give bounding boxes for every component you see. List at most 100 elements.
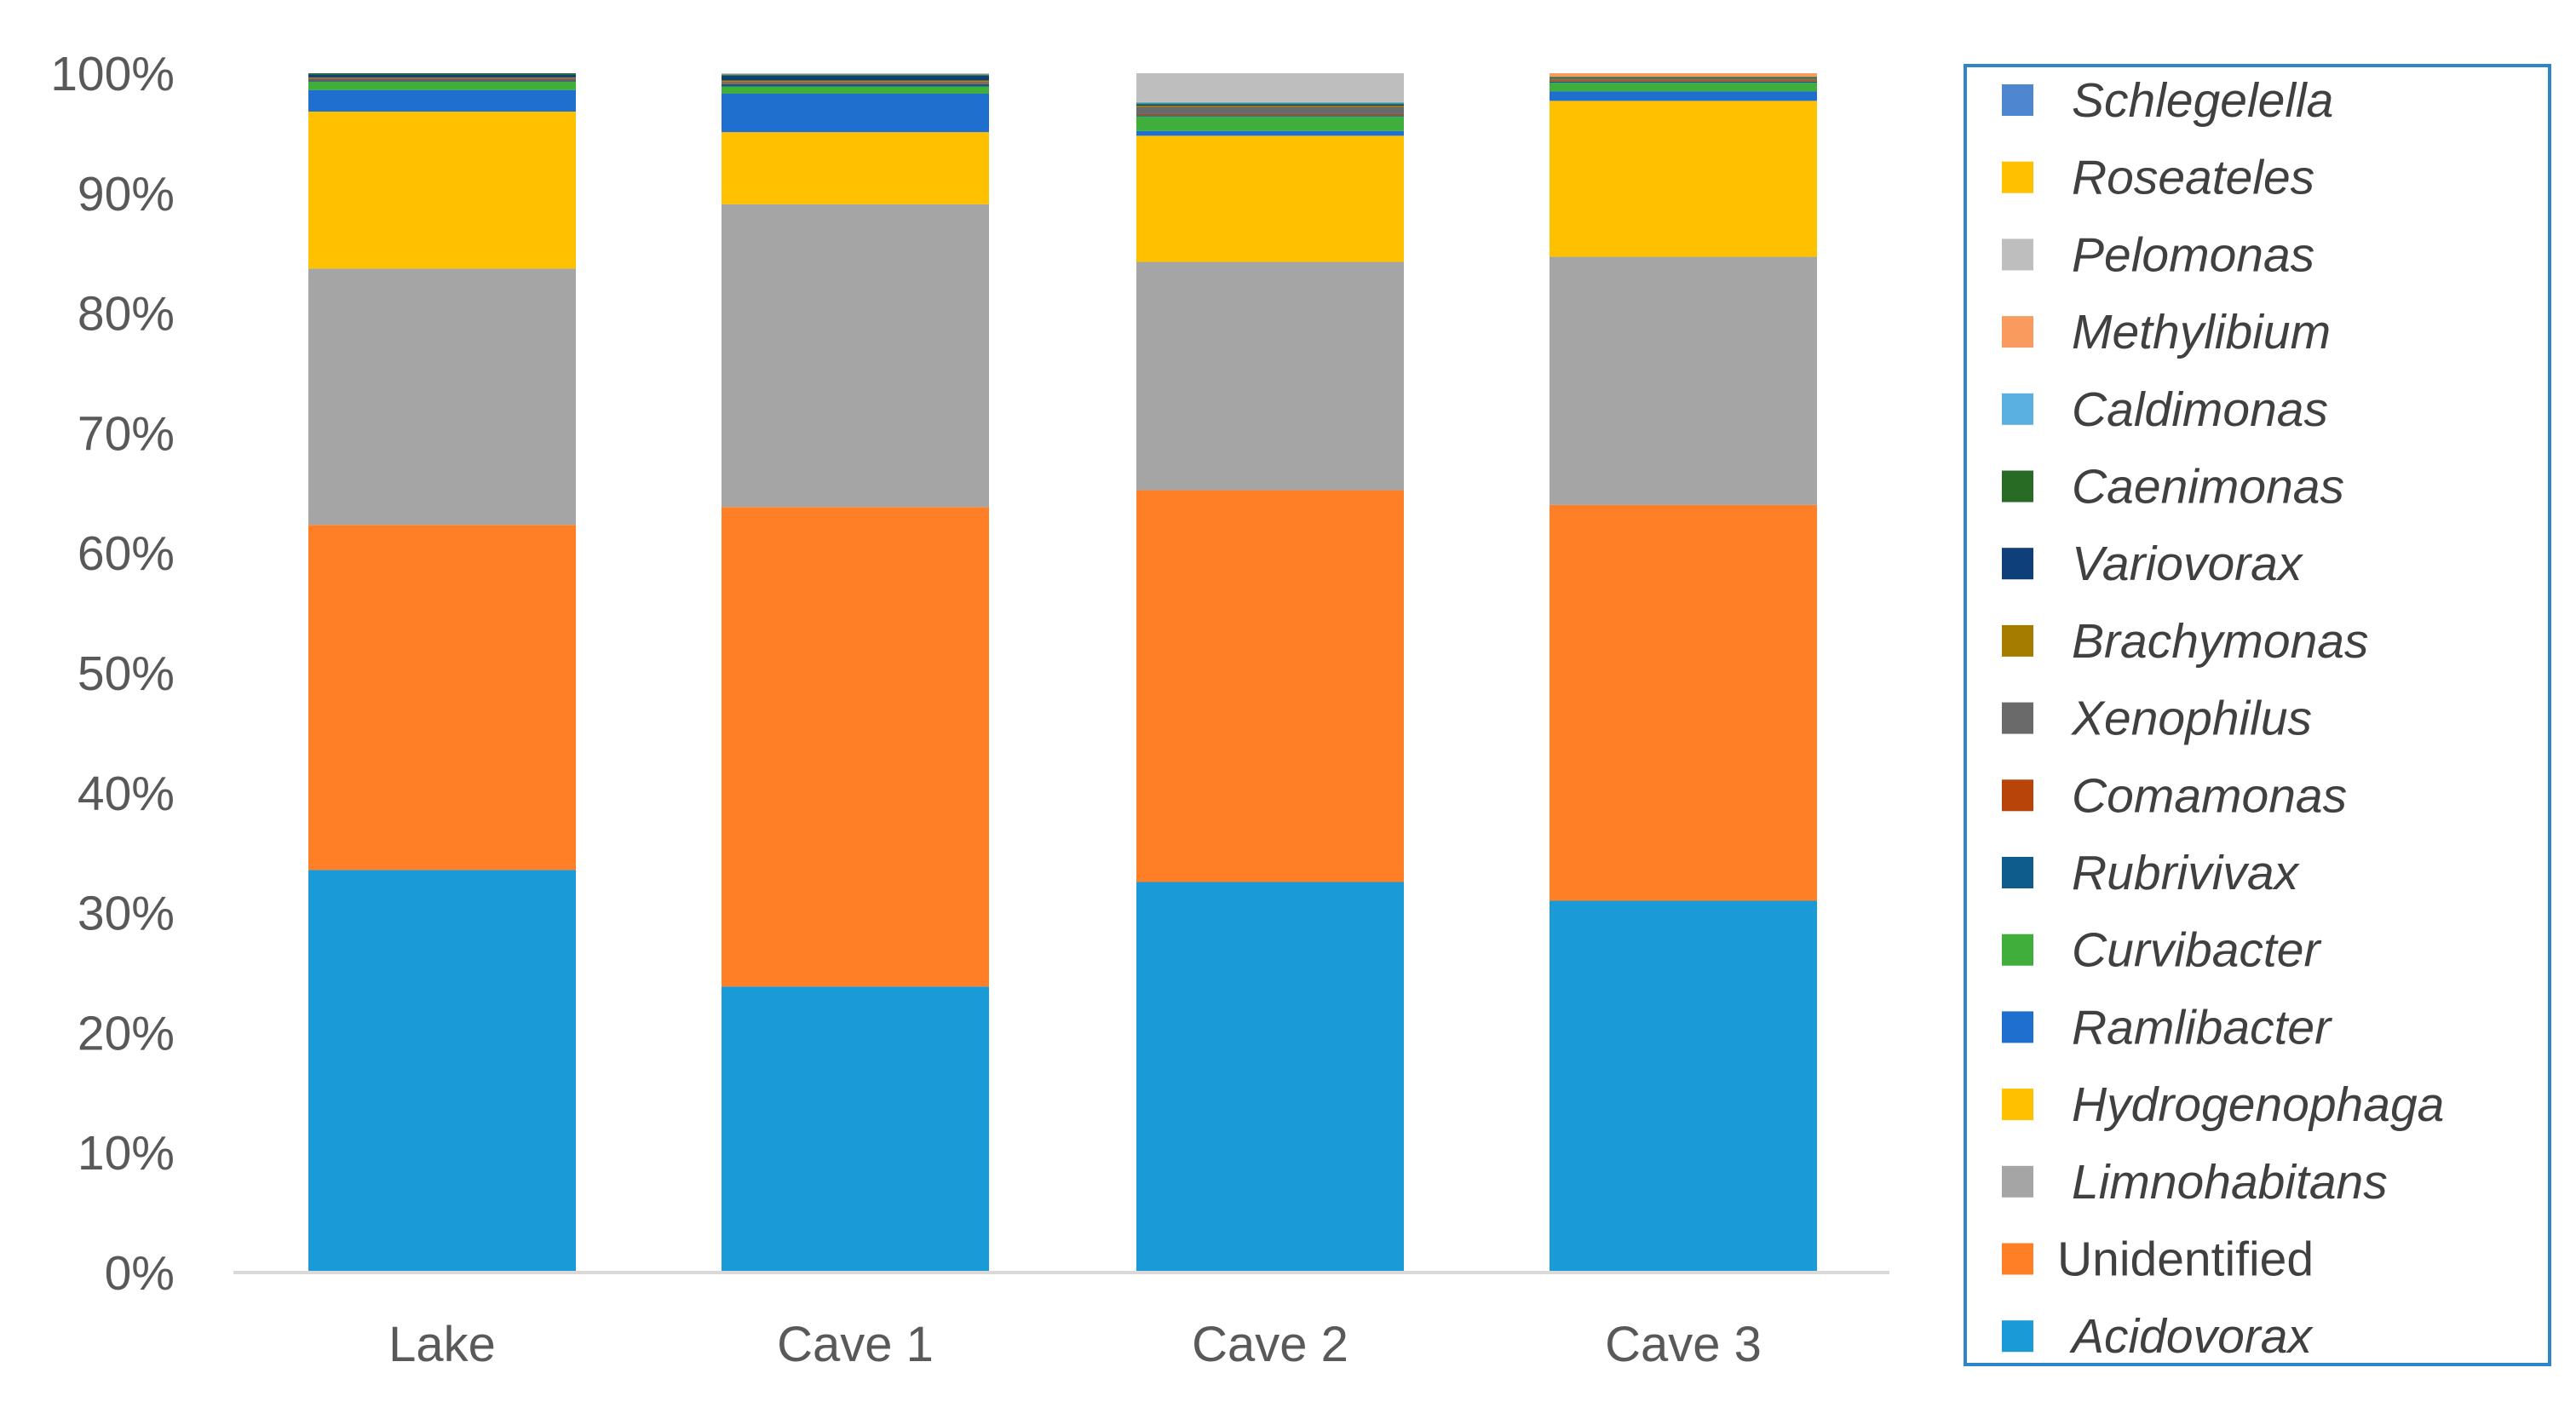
legend-label: Caldimonas	[2072, 382, 2328, 437]
bar-segment-caldimonas-cave-2	[1136, 101, 1404, 104]
bar-segment-ramlibacter-cave-2	[1136, 130, 1404, 136]
legend-swatch	[2002, 1165, 2033, 1198]
bar-segment-methylibium-cave-3	[1550, 73, 1817, 78]
bar-segment-xenophilus-cave-1	[722, 81, 989, 83]
legend-swatch	[2002, 702, 2033, 734]
x-category-label: Cave 3	[1605, 1317, 1762, 1372]
bar-segment-curvibacter-cave-1	[722, 86, 989, 94]
bar-segment-xenophilus-cave-2	[1136, 106, 1404, 114]
y-tick-label: 20%	[78, 1006, 175, 1060]
bar-segment-comamonas-lake	[308, 79, 576, 81]
legend: Schlegelella Roseateles Pelomonas Methylibi…	[1964, 64, 2551, 1366]
bar-segment-rubrivivax-cave-2	[1136, 115, 1404, 117]
y-tick-label: 10%	[78, 1126, 175, 1181]
bar-segments	[308, 73, 1817, 1273]
bar-segment-caenimonas-lake	[308, 73, 576, 75]
bar-segment-caenimonas-cave-2	[1136, 103, 1404, 105]
bar-segment-ramlibacter-lake	[308, 89, 576, 112]
bar-segment-curvibacter-lake	[308, 81, 576, 90]
legend-box	[1964, 64, 2551, 1366]
legend-label: Variovorax	[2072, 537, 2304, 591]
legend-label: Methylibium	[2072, 305, 2331, 359]
bar-segment-curvibacter-cave-2	[1136, 116, 1404, 131]
bar-segment-unidentified-cave-1	[722, 507, 989, 987]
legend-swatch	[2002, 1320, 2033, 1353]
bar-segment-comamonas-cave-3	[1550, 80, 1817, 82]
bar-segment-acidovorax-cave-2	[1136, 882, 1404, 1273]
bar-segment-pelomonas-cave-1	[722, 73, 989, 75]
legend-label: Pelomonas	[2072, 227, 2314, 282]
y-tick-label: 90%	[78, 167, 175, 221]
legend-swatch	[2002, 1243, 2033, 1275]
bar-segment-acidovorax-lake	[308, 870, 576, 1273]
bar-segment-comamonas-cave-2	[1136, 113, 1404, 116]
y-axis-ticks: 0% 10% 20% 30% 40% 50% 60% 70% 80% 90% 100%	[50, 47, 175, 1301]
bar-segment-variovorax-cave-1	[722, 75, 989, 81]
legend-swatch	[2002, 1011, 2033, 1043]
legend-label: Curvibacter	[2072, 923, 2321, 978]
legend-swatch	[2002, 934, 2033, 966]
bar-segment-hydrogenophaga-cave-1	[722, 132, 989, 204]
bar-segment-hydrogenophaga-lake	[308, 112, 576, 269]
bar-segment-acidovorax-cave-1	[722, 986, 989, 1273]
legend-label: Limnohabitans	[2072, 1155, 2388, 1210]
y-tick-label: 40%	[78, 767, 175, 821]
legend-swatch	[2002, 1089, 2033, 1121]
legend-label: Brachymonas	[2072, 614, 2369, 669]
bar-segment-pelomonas-cave-2	[1136, 73, 1404, 102]
bar-segment-hydrogenophaga-cave-2	[1136, 135, 1404, 262]
bar-segment-limnohabitans-cave-3	[1550, 256, 1817, 505]
legend-label: Comamonas	[2072, 768, 2347, 823]
y-tick-label: 60%	[78, 526, 175, 581]
y-tick-label: 100%	[50, 47, 175, 101]
legend-label: Unidentified	[2057, 1232, 2314, 1287]
legend-swatch	[2002, 84, 2033, 116]
bar-segment-caenimonas-cave-3	[1550, 77, 1817, 78]
y-tick-label: 70%	[78, 406, 175, 461]
y-tick-label: 0%	[105, 1246, 175, 1301]
bar-segment-rubrivivax-lake	[308, 80, 576, 82]
y-tick-label: 50%	[78, 646, 175, 701]
legend-swatch	[2002, 393, 2033, 425]
bar-segment-unidentified-lake	[308, 525, 576, 871]
x-category-label: Cave 1	[777, 1317, 934, 1372]
legend-swatch	[2002, 779, 2033, 812]
legend-swatch	[2002, 624, 2033, 657]
bar-segment-rubrivivax-cave-3	[1550, 81, 1817, 83]
legend-label: Acidovorax	[2069, 1309, 2314, 1364]
bar-segment-variovorax-cave-3	[1550, 78, 1817, 79]
legend-swatch	[2002, 548, 2033, 580]
bar-segment-hydrogenophaga-cave-3	[1550, 101, 1817, 257]
legend-label: Ramlibacter	[2072, 1000, 2332, 1054]
legend-swatch	[2002, 161, 2033, 193]
bar-segment-brachymonas-cave-1	[722, 80, 989, 82]
bar-segment-ramlibacter-cave-3	[1550, 91, 1817, 101]
bar-segment-acidovorax-cave-3	[1550, 900, 1817, 1273]
bar-segment-rubrivivax-cave-1	[722, 83, 989, 87]
legend-label: Caenimonas	[2072, 460, 2344, 514]
bar-segment-unidentified-cave-2	[1136, 490, 1404, 882]
legend-label: Hydrogenophaga	[2072, 1077, 2444, 1132]
legend-swatch	[2002, 470, 2033, 503]
bar-segment-xenophilus-lake	[308, 78, 576, 80]
bar-segment-ramlibacter-cave-1	[722, 93, 989, 133]
legend-label: Xenophilus	[2070, 692, 2312, 746]
bar-segment-xenophilus-cave-3	[1550, 79, 1817, 81]
bar-segment-limnohabitans-cave-2	[1136, 261, 1404, 491]
bar-segment-limnohabitans-cave-1	[722, 204, 989, 508]
legend-label: Roseateles	[2072, 151, 2314, 205]
bar-segment-unidentified-cave-3	[1550, 504, 1817, 901]
x-category-label: Cave 2	[1192, 1317, 1348, 1372]
bar-segment-curvibacter-cave-3	[1550, 83, 1817, 92]
bar-segment-brachymonas-cave-3	[1550, 78, 1817, 80]
legend-label: Rubrivivax	[2072, 846, 2301, 900]
legend-swatch	[2002, 857, 2033, 888]
bar-segment-variovorax-cave-2	[1136, 104, 1404, 106]
y-tick-label: 30%	[78, 887, 175, 941]
legend-label: Schlegelella	[2072, 73, 2333, 128]
x-category-label: Lake	[388, 1317, 496, 1372]
y-tick-label: 80%	[78, 287, 175, 342]
category-labels: Lake Cave 1 Cave 2 Cave 3	[388, 1317, 1762, 1372]
legend-swatch	[2002, 238, 2033, 271]
